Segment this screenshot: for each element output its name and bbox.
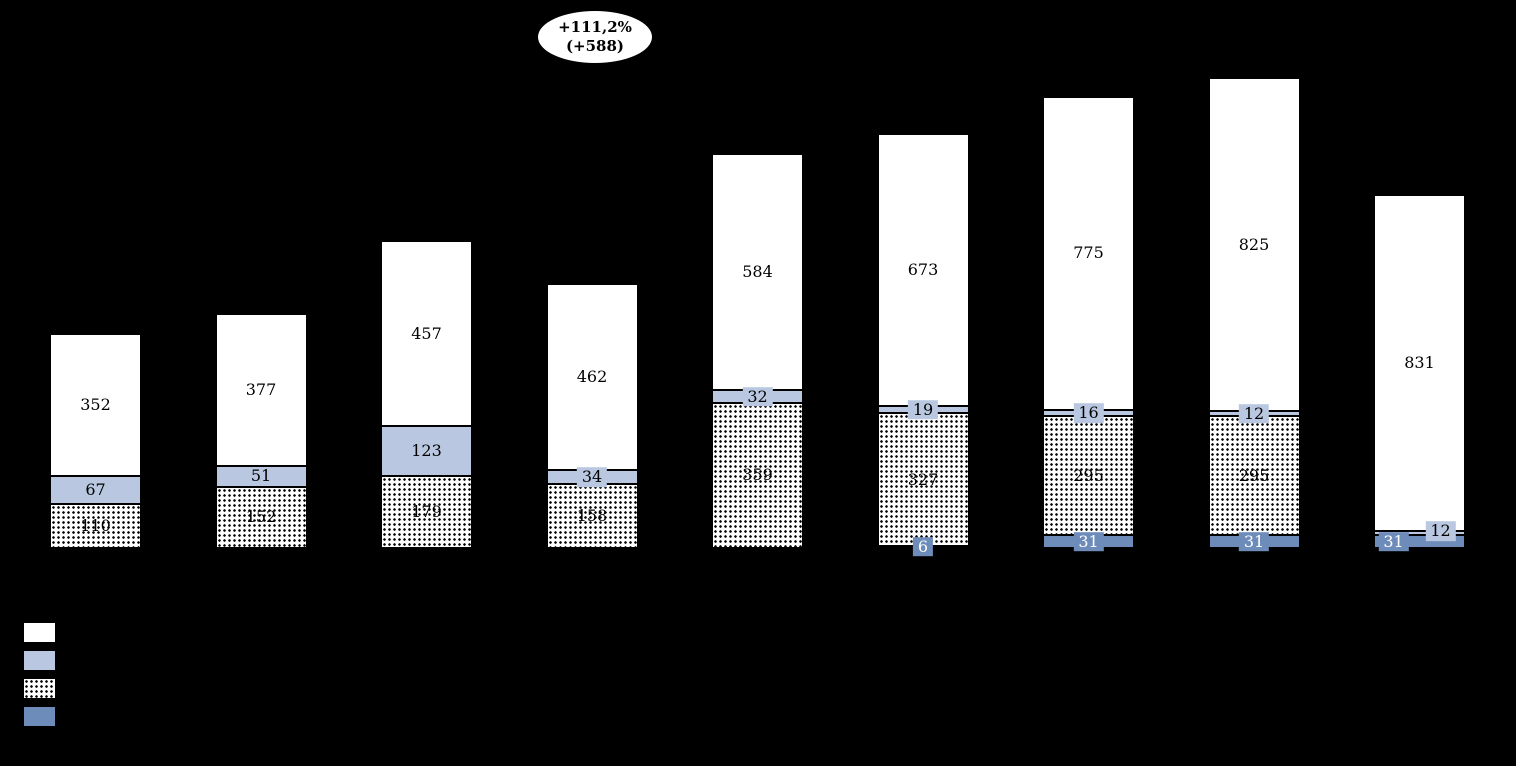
legend-swatch-dotted: [23, 678, 56, 699]
legend-swatch-light_blue: [23, 650, 56, 671]
bar-6-segment-dotted: [877, 413, 969, 546]
growth-annotation: +111,2% (+588): [536, 9, 654, 65]
bar-1-value-light_blue: 67: [85, 480, 106, 500]
bar-1-segment-dotted: [50, 503, 141, 548]
bar-9-value-white: 831: [1404, 352, 1435, 372]
bar-3-value-dotted: 179: [411, 502, 442, 522]
bar-9-value-light_blue: 12: [1425, 521, 1456, 541]
bar-9-value-dark_blue: 31: [1378, 531, 1409, 552]
bar-3-value-white: 457: [411, 323, 442, 343]
bar-5-value-dotted: 359: [742, 465, 773, 485]
growth-absolute-label: (+588): [565, 37, 625, 55]
bar-2-segment-white: [215, 313, 307, 466]
bar-5-segment-white: [712, 154, 803, 391]
bar-6-value-dotted: 327: [907, 469, 939, 489]
bar-8-value-dark_blue: 31: [1238, 531, 1270, 552]
bar-4-segment-white: [546, 283, 638, 471]
bar-7-value-dark_blue: 31: [1073, 531, 1104, 552]
bar-3-segment-dotted: [381, 475, 472, 548]
bar-2-value-white: 377: [245, 380, 277, 400]
bar-6-value-dark_blue: 6: [912, 536, 934, 557]
bar-6-value-light_blue: 19: [907, 399, 939, 420]
bar-8-value-light_blue: 12: [1238, 404, 1270, 424]
bar-1-value-white: 352: [80, 395, 111, 415]
bar-1-segment-white: [50, 334, 141, 477]
bar-6-value-white: 673: [907, 260, 939, 280]
bar-7-value-dotted: 295: [1073, 466, 1104, 486]
bar-7-value-white: 775: [1073, 243, 1104, 263]
bar-2-segment-dotted: [215, 486, 307, 548]
bar-4-value-light_blue: 34: [576, 467, 608, 488]
legend-swatch-white: [23, 622, 56, 643]
bar-8-value-white: 825: [1238, 235, 1270, 254]
bar-8-segment-dotted: [1208, 416, 1300, 536]
bar-7-value-light_blue: 16: [1073, 403, 1104, 423]
bar-5-value-white: 584: [742, 262, 773, 282]
bar-1-value-dotted: 110: [80, 515, 111, 535]
bar-8-value-dotted: 295: [1238, 466, 1270, 486]
bar-3-value-light_blue: 123: [411, 441, 442, 461]
bar-9-segment-light_blue: [1374, 530, 1465, 536]
bar-5-segment-dotted: [712, 402, 803, 548]
bar-2-value-light_blue: 51: [250, 466, 272, 486]
bar-4-segment-dotted: [546, 484, 638, 548]
bar-3-segment-white: [381, 241, 472, 426]
bar-9-segment-white: [1374, 194, 1465, 531]
bar-7-segment-white: [1043, 96, 1134, 410]
bar-6-segment-white: [877, 133, 969, 406]
bar-4-value-white: 462: [576, 367, 608, 387]
bar-3-segment-light_blue: [381, 425, 472, 476]
bar-4-value-dotted: 158: [576, 506, 608, 526]
legend-swatch-dark_blue: [23, 706, 56, 727]
growth-percent-label: +111,2%: [558, 17, 632, 36]
bar-2-value-dotted: 152: [245, 507, 277, 527]
bar-5-value-light_blue: 32: [742, 386, 773, 407]
bar-2-segment-light_blue: [215, 465, 307, 487]
bar-7-segment-dotted: [1043, 416, 1134, 536]
bar-1-segment-light_blue: [50, 476, 141, 504]
